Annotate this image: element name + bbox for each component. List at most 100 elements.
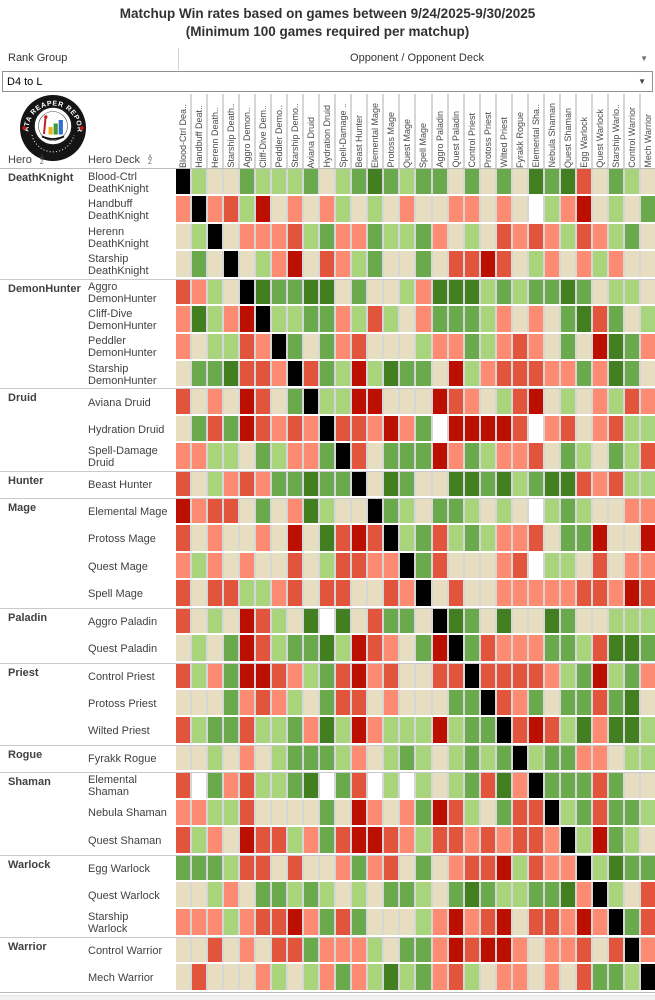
matchup-cell[interactable] [576,223,593,250]
matchup-cell[interactable] [464,360,481,387]
matchup-cell[interactable] [464,333,481,359]
matchup-cell[interactable] [176,443,193,469]
matchup-cell[interactable] [480,415,497,442]
matchup-cell[interactable] [304,499,321,524]
matchup-cell[interactable] [176,499,193,524]
matchup-cell[interactable] [432,580,449,606]
matchup-cell[interactable] [608,360,625,387]
matchup-cell[interactable] [320,279,337,305]
matchup-cell[interactable] [592,690,609,716]
matchup-cell[interactable] [432,745,449,771]
matchup-cell[interactable] [192,855,209,880]
matchup-cell[interactable] [272,306,289,332]
matchup-cell[interactable] [272,909,289,935]
matchup-cell[interactable] [336,443,353,469]
matchup-cell[interactable] [256,663,273,689]
matchup-cell[interactable] [592,608,609,634]
matchup-cell[interactable] [272,525,289,551]
matchup-cell[interactable] [192,471,209,497]
matchup-cell[interactable] [560,690,577,716]
matchup-cell[interactable] [624,690,641,716]
matchup-cell[interactable] [480,827,497,853]
matchup-cell[interactable] [224,608,241,634]
matchup-cell[interactable] [496,525,513,551]
matchup-cell[interactable] [576,964,593,990]
matchup-cell[interactable] [224,279,241,305]
matchup-cell[interactable] [496,937,513,963]
matchup-cell[interactable] [624,881,641,908]
matchup-cell[interactable] [240,909,257,935]
matchup-cell[interactable] [320,525,337,551]
matchup-cell[interactable] [208,169,225,195]
matchup-cell[interactable] [208,499,225,524]
matchup-cell[interactable] [384,415,401,442]
matchup-cell[interactable] [544,471,561,497]
matchup-cell[interactable] [576,499,593,524]
matchup-cell[interactable] [336,937,353,963]
matchup-cell[interactable] [592,499,609,524]
matchup-cell[interactable] [432,443,449,469]
matchup-cell[interactable] [624,525,641,551]
matchup-cell[interactable] [544,635,561,661]
matchup-cell[interactable] [256,937,273,963]
matchup-cell[interactable] [464,964,481,990]
matchup-cell[interactable] [192,773,209,798]
matchup-cell[interactable] [384,443,401,469]
matchup-cell[interactable] [272,223,289,250]
matchup-cell[interactable] [368,717,385,743]
deck-row-label[interactable]: Elemental Mage [88,506,168,519]
matchup-cell[interactable] [544,525,561,551]
matchup-cell[interactable] [576,415,593,442]
matchup-cell[interactable] [240,279,257,305]
matchup-cell[interactable] [352,389,369,414]
matchup-cell[interactable] [448,580,465,606]
matchup-cell[interactable] [608,690,625,716]
matchup-cell[interactable] [608,443,625,469]
matchup-cell[interactable] [512,909,529,935]
deck-row-label[interactable]: Aggro Paladin [88,615,158,628]
matchup-cell[interactable] [224,663,241,689]
matchup-cell[interactable] [288,415,305,442]
matchup-cell[interactable] [496,773,513,798]
matchup-cell[interactable] [448,909,465,935]
deck-row-label[interactable]: Protoss Priest [88,697,157,710]
matchup-cell[interactable] [528,333,545,359]
matchup-cell[interactable] [400,279,417,305]
matchup-cell[interactable] [192,415,209,442]
matchup-cell[interactable] [448,608,465,634]
matchup-cell[interactable] [240,881,257,908]
matchup-cell[interactable] [176,389,193,414]
matchup-cell[interactable] [288,663,305,689]
matchup-cell[interactable] [176,909,193,935]
matchup-cell[interactable] [496,415,513,442]
matchup-cell[interactable] [592,389,609,414]
matchup-cell[interactable] [496,855,513,880]
matchup-cell[interactable] [464,389,481,414]
matchup-cell[interactable] [432,909,449,935]
matchup-cell[interactable] [256,443,273,469]
matchup-cell[interactable] [400,169,417,195]
matchup-cell[interactable] [592,773,609,798]
matchup-cell[interactable] [272,360,289,387]
matchup-cell[interactable] [400,499,417,524]
matchup-cell[interactable] [496,745,513,771]
matchup-cell[interactable] [592,635,609,661]
matchup-cell[interactable] [592,855,609,880]
matchup-cell[interactable] [624,663,641,689]
matchup-cell[interactable] [448,389,465,414]
matchup-cell[interactable] [336,279,353,305]
matchup-cell[interactable] [336,499,353,524]
matchup-cell[interactable] [544,251,561,277]
matchup-cell[interactable] [528,525,545,551]
matchup-cell[interactable] [400,389,417,414]
matchup-cell[interactable] [272,333,289,359]
matchup-cell[interactable] [400,196,417,222]
matchup-cell[interactable] [368,223,385,250]
matchup-cell[interactable] [320,799,337,826]
matchup-cell[interactable] [240,415,257,442]
matchup-cell[interactable] [176,196,193,222]
matchup-cell[interactable] [256,827,273,853]
matchup-cell[interactable] [640,471,655,497]
matchup-cell[interactable] [400,306,417,332]
deck-row-label[interactable]: Hydration Druid [88,423,165,436]
